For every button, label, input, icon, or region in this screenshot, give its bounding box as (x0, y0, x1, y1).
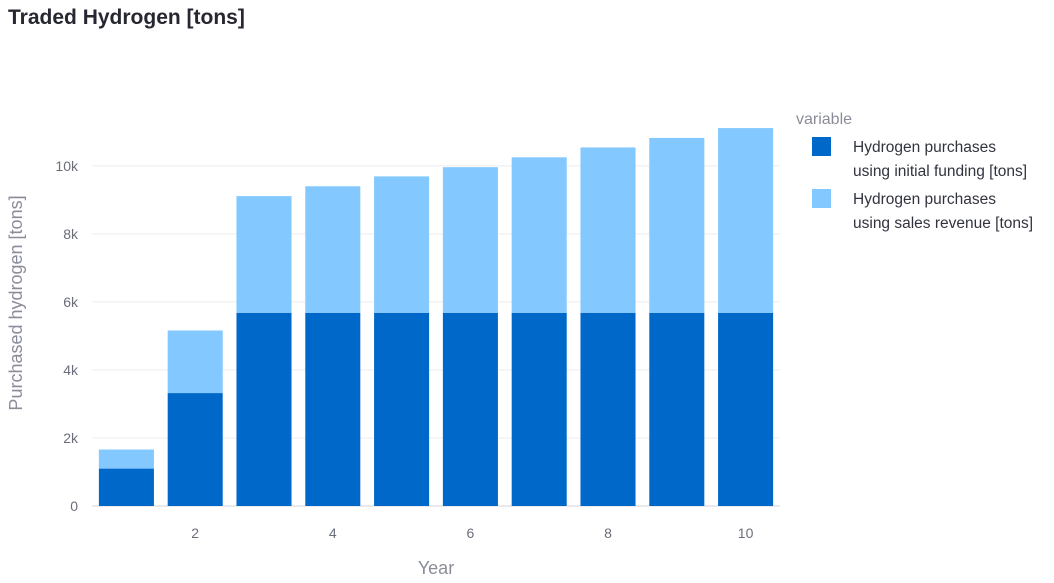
x-tick-label: 10 (738, 525, 754, 541)
bar-segment (167, 330, 223, 394)
bar-segment (511, 157, 567, 313)
legend-label: using initial funding [tons] (853, 163, 1027, 180)
x-axis-title: Year (418, 558, 454, 578)
y-tick-label: 2k (63, 430, 79, 446)
bar-segment (236, 196, 292, 313)
bars (98, 128, 774, 506)
bar-segment (511, 312, 567, 506)
chart-title: Traded Hydrogen [tons] (8, 6, 245, 29)
bar-segment (442, 312, 498, 506)
bar-segment (98, 449, 154, 469)
bar-segment (580, 147, 636, 313)
bar-segment (580, 312, 636, 506)
bar-segment (167, 393, 223, 506)
bar-segment (305, 186, 361, 313)
bar-segment (98, 468, 154, 506)
bar-segment (649, 312, 705, 506)
y-tick-label: 10k (55, 158, 79, 174)
bar-segment (305, 312, 361, 506)
bar-segment (649, 137, 705, 313)
x-tick-label: 8 (604, 525, 612, 541)
x-tick-label: 6 (467, 525, 475, 541)
bar-segment (442, 167, 498, 313)
y-axis-ticks: 0 2k 4k 6k 8k 10k (55, 158, 79, 514)
legend-swatch (812, 137, 831, 156)
bar-segment (718, 312, 774, 506)
legend-label: Hydrogen purchases (853, 139, 996, 156)
y-tick-label: 6k (63, 294, 79, 310)
x-axis-ticks: 2 4 6 8 10 (191, 525, 753, 541)
bar-segment (374, 312, 430, 506)
bar-segment (236, 312, 292, 506)
legend-label: Hydrogen purchases (853, 191, 996, 208)
y-tick-label: 8k (63, 226, 79, 242)
bar-segment (374, 176, 430, 313)
y-tick-label: 4k (63, 362, 79, 378)
legend-label: using sales revenue [tons] (853, 215, 1033, 232)
x-tick-label: 2 (191, 525, 199, 541)
legend: variable Hydrogen purchases using initial… (796, 111, 1033, 232)
y-tick-label: 0 (70, 498, 78, 514)
legend-title: variable (796, 111, 852, 128)
legend-swatch (812, 189, 831, 208)
y-axis-title: Purchased hydrogen [tons] (6, 195, 26, 410)
bar-segment (718, 128, 774, 313)
x-tick-label: 4 (329, 525, 337, 541)
